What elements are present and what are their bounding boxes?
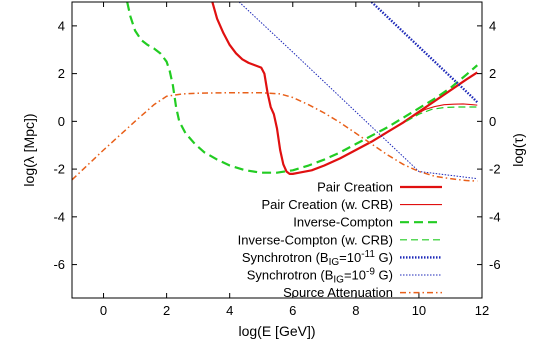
- legend-label-1: Pair Creation (w. CRB): [262, 197, 393, 212]
- x-tick-label: 8: [352, 303, 359, 318]
- x-axis-label: log(E [GeV]): [238, 323, 315, 339]
- y-axis-label: log(λ [Mpc]): [21, 113, 37, 186]
- plot-area: [72, 2, 479, 182]
- x-tick-label: 0: [100, 303, 107, 318]
- y-tick-label: -4: [53, 209, 65, 224]
- series-line-1: [399, 103, 478, 126]
- series-line-3: [406, 106, 478, 122]
- y2-tick-label: -2: [489, 162, 501, 177]
- x-tick-label: 2: [163, 303, 170, 318]
- x-tick-label: 12: [475, 303, 489, 318]
- y2-axis-label: log(τ): [510, 133, 526, 167]
- y-tick-label: -2: [53, 162, 65, 177]
- legend-label-2: Inverse-Compton: [293, 215, 393, 230]
- legend: Pair Creation Pair Creation (w. CRB) Inver…: [238, 180, 442, 300]
- legend-label-0: Pair Creation: [317, 180, 393, 195]
- y2-tick-label: 4: [489, 18, 496, 33]
- plot-frame: [71, 1, 483, 299]
- legend-label-5: Synchrotron (BIG=10-9 G): [247, 267, 393, 286]
- legend-label-3: Inverse-Compton (w. CRB): [238, 232, 393, 247]
- y-tick-label: 2: [58, 66, 65, 81]
- y2-tick-label: -6: [489, 257, 501, 272]
- x-tick-label: 6: [289, 303, 296, 318]
- series-line-6: [72, 91, 478, 182]
- axis-ticks: 0 2 4 6 8 10 12 -6 -4 -2 0 2 4 -6 -4 -2 0 2 4: [53, 2, 501, 318]
- y2-tick-label: 2: [489, 66, 496, 81]
- y-tick-label: 0: [58, 114, 65, 129]
- x-tick-label: 4: [226, 303, 233, 318]
- x-tick-label: 10: [412, 303, 426, 318]
- series-line-5: [238, 2, 478, 180]
- y2-tick-label: 0: [489, 114, 496, 129]
- series-line-2: [126, 2, 478, 174]
- y2-tick-label: -4: [489, 209, 501, 224]
- legend-label-4: Synchrotron (BIG=10-11 G): [242, 249, 393, 268]
- y-tick-label: -6: [53, 257, 65, 272]
- y-tick-label: 4: [58, 18, 65, 33]
- legend-label-6: Source Attenuation: [283, 285, 393, 300]
